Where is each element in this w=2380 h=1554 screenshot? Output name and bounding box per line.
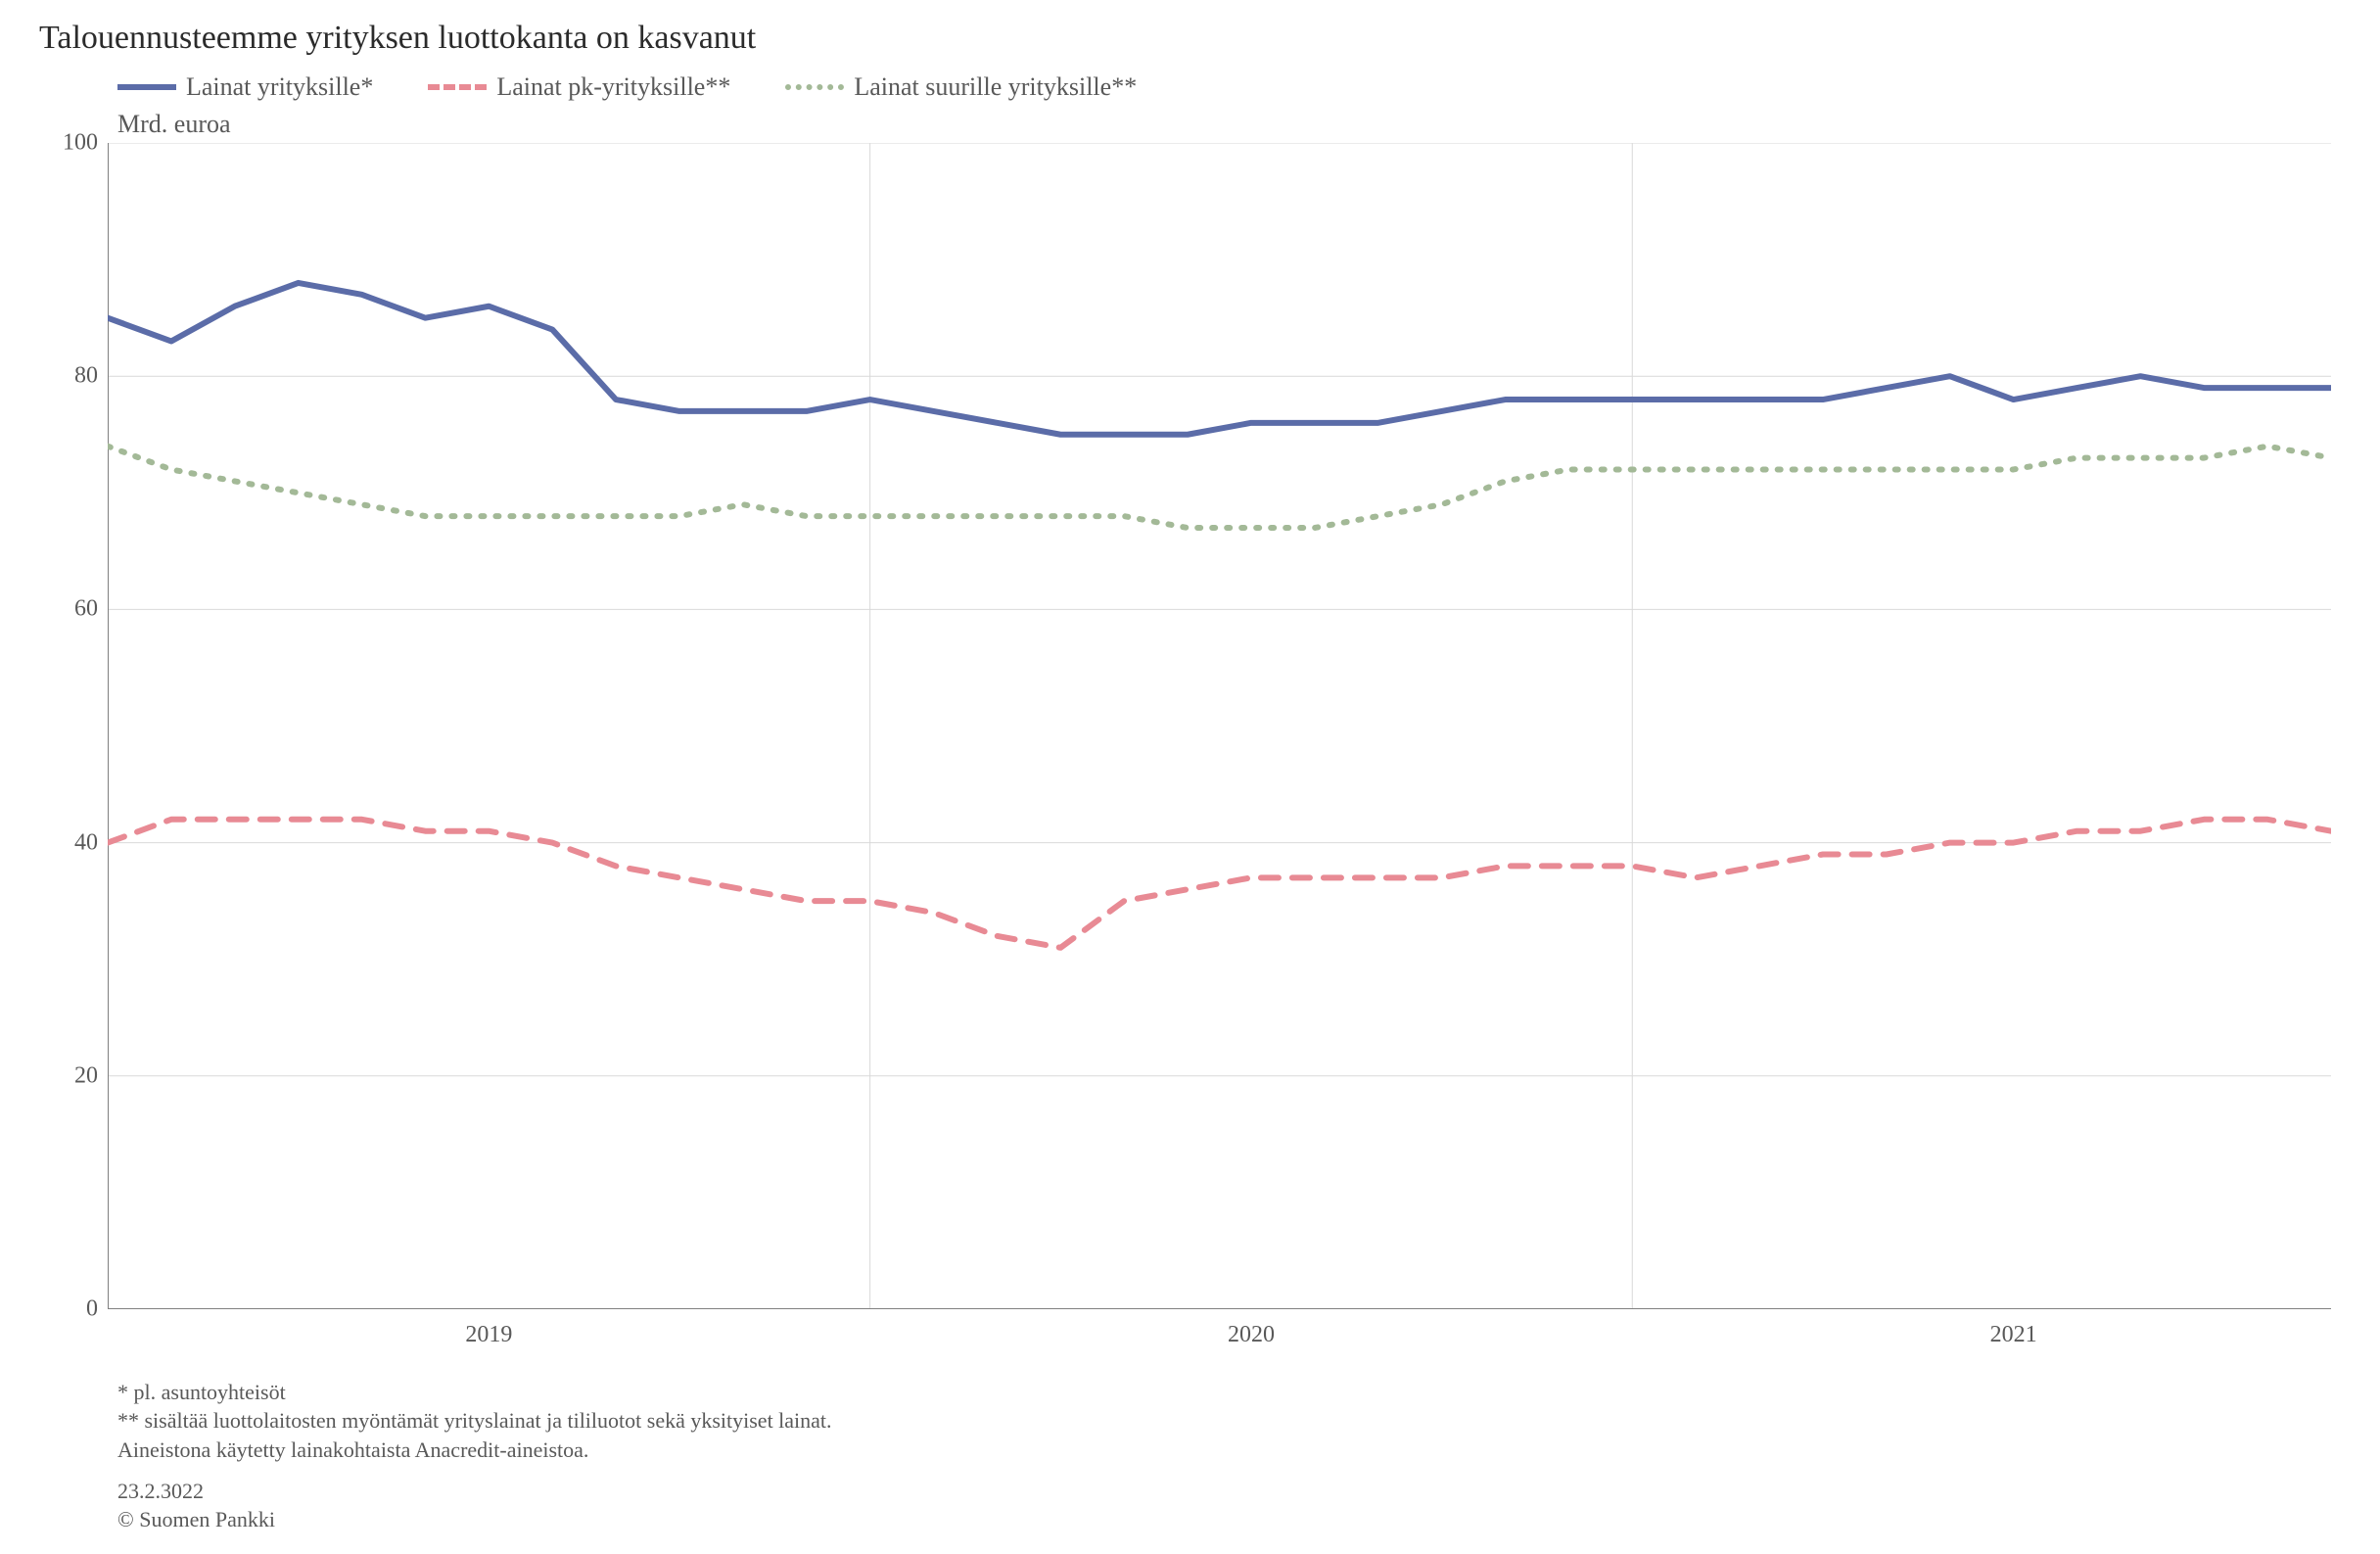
- legend-item-2: Lainat suurille yrityksille**: [785, 72, 1137, 102]
- x-tick-2020: 2020: [1228, 1322, 1275, 1348]
- footnote-star-2: ** sisältää luottolaitosten myöntämät yr…: [117, 1406, 2341, 1436]
- legend-item-0: Lainat yrityksille*: [117, 72, 373, 102]
- plot-svg: [108, 143, 2331, 1309]
- legend-swatch-1: [428, 84, 487, 90]
- plot-area: 020406080100201920202021: [39, 143, 2341, 1378]
- legend-swatch-2: [785, 84, 844, 90]
- chart-title: Talouennusteemme yrityksen luottokanta o…: [39, 20, 2341, 57]
- series-line-0: [108, 283, 2331, 435]
- legend-label-2: Lainat suurille yrityksille**: [854, 72, 1137, 102]
- footnote-star-1: * pl. asuntoyhteisöt: [117, 1378, 2341, 1407]
- legend-label-0: Lainat yrityksille*: [186, 72, 373, 102]
- y-tick-100: 100: [49, 130, 98, 157]
- y-tick-20: 20: [49, 1062, 98, 1089]
- y-tick-60: 60: [49, 596, 98, 623]
- y-tick-80: 80: [49, 363, 98, 390]
- y-axis-label: Mrd. euroa: [117, 110, 2341, 139]
- legend-swatch-0: [117, 84, 176, 90]
- x-tick-2019: 2019: [465, 1322, 512, 1348]
- footnote-body: Aineistona käytetty lainakohtaista Anacr…: [117, 1436, 2341, 1465]
- footer-copyright: © Suomen Pankki: [117, 1505, 2341, 1534]
- y-tick-0: 0: [49, 1296, 98, 1323]
- legend: Lainat yrityksille* Lainat pk-yrityksille…: [117, 72, 2341, 102]
- legend-label-1: Lainat pk-yrityksille**: [496, 72, 730, 102]
- series-line-2: [108, 447, 2331, 528]
- series-line-1: [108, 820, 2331, 948]
- y-tick-40: 40: [49, 829, 98, 856]
- x-tick-2021: 2021: [1990, 1322, 2037, 1348]
- chart-container: Talouennusteemme yrityksen luottokanta o…: [0, 0, 2380, 1554]
- legend-item-1: Lainat pk-yrityksille**: [428, 72, 730, 102]
- footer-date: 23.2.3022: [117, 1477, 2341, 1506]
- chart-footer: * pl. asuntoyhteisöt ** sisältää luottol…: [117, 1378, 2341, 1534]
